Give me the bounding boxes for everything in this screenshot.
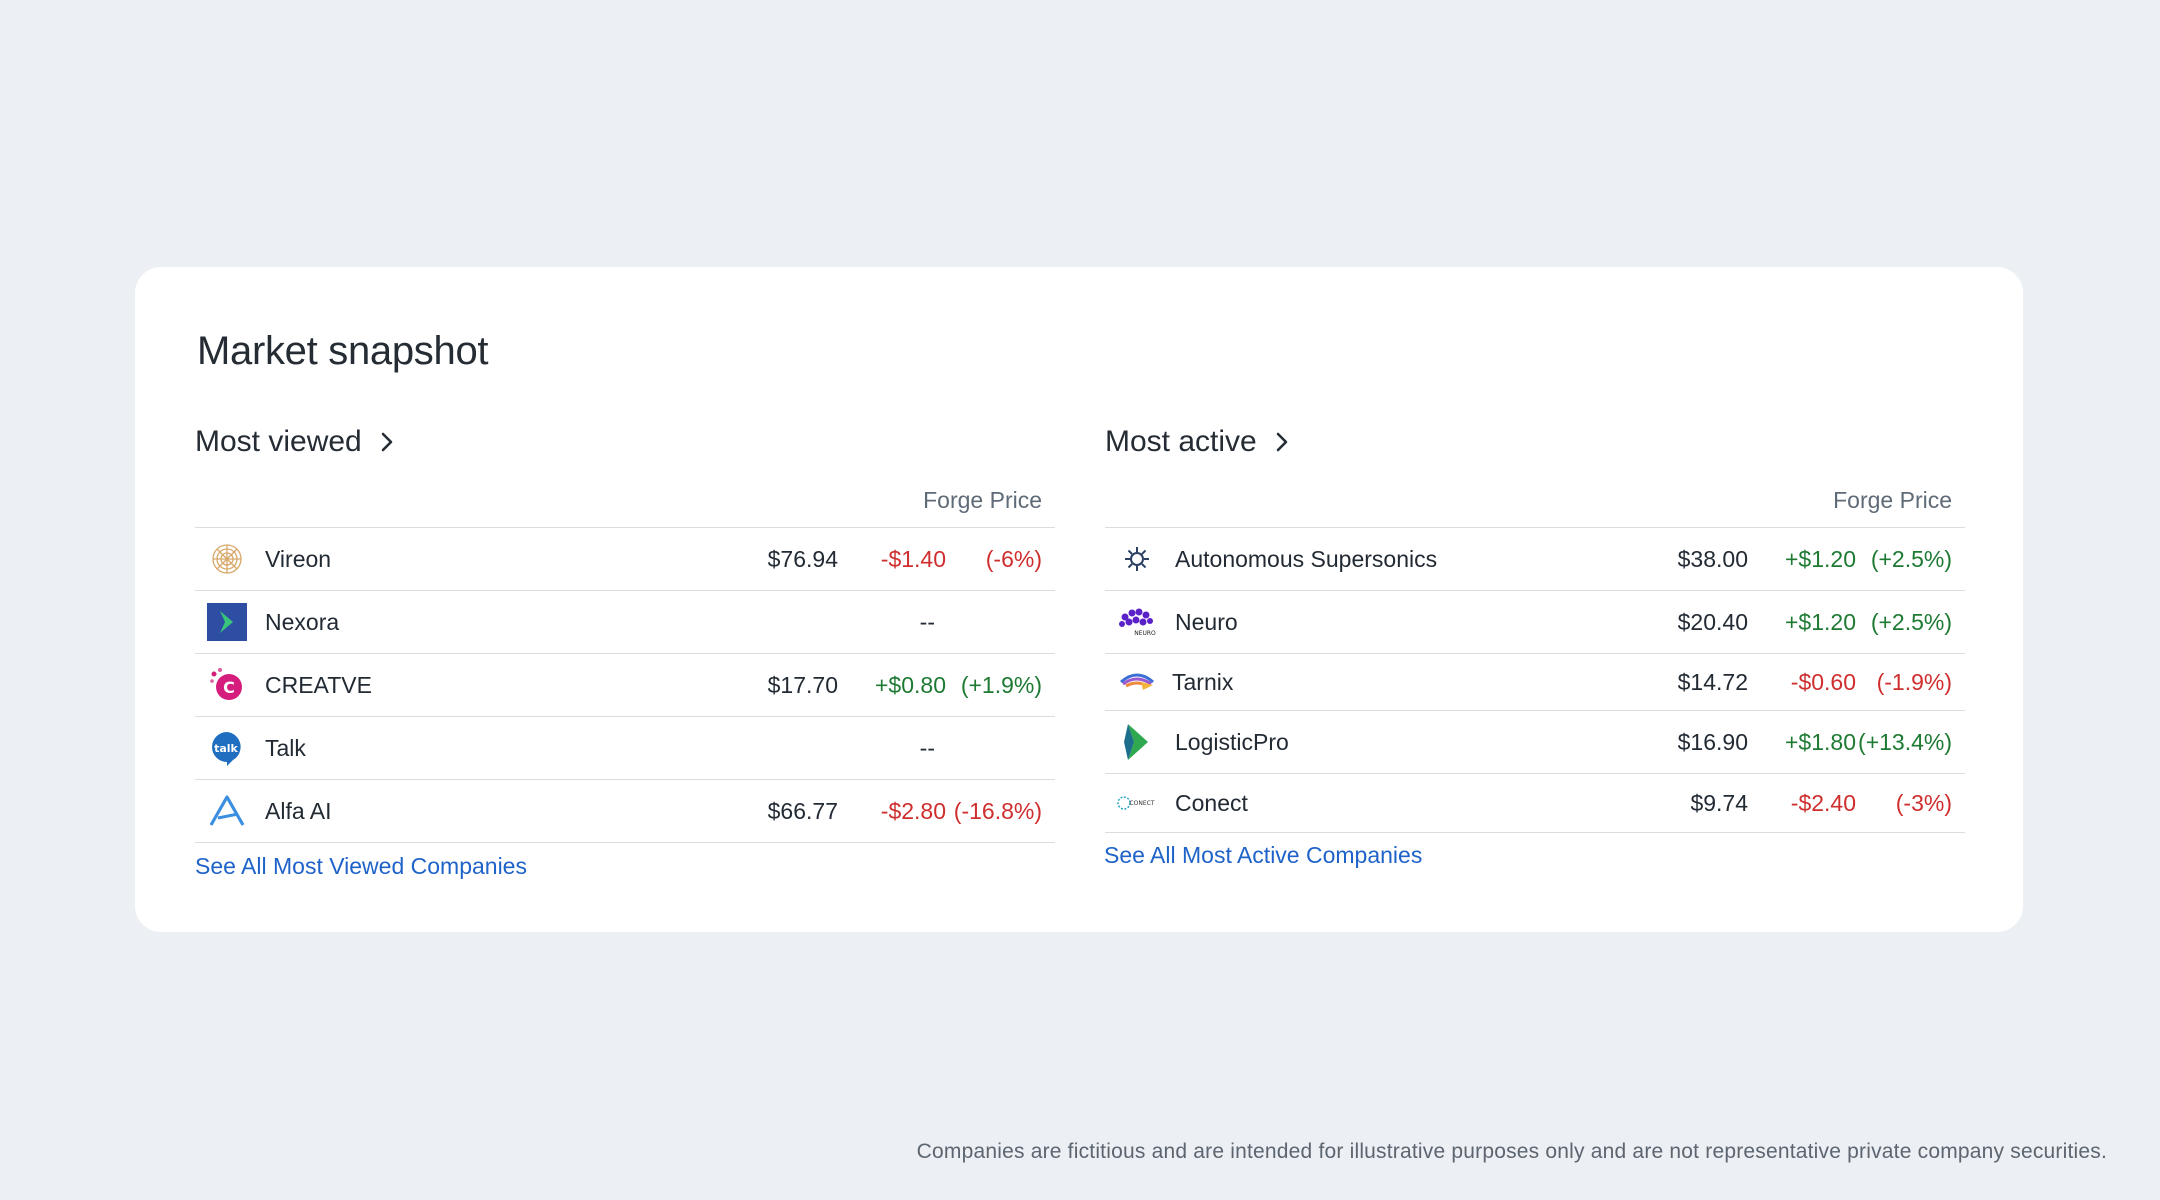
disclaimer-footnote: Companies are fictitious and are intende…: [916, 1140, 2107, 1163]
price-change-percent: (+13.4%): [1858, 728, 1952, 755]
price-change: -$2.80: [880, 797, 946, 824]
price: $76.94: [767, 545, 838, 572]
most-active-heading: Most active: [1105, 425, 1257, 458]
svg-text:NEURO: NEURO: [1134, 630, 1156, 637]
table-row[interactable]: NEURO Neuro $20.40 +$1.20 (+2.5%): [1105, 591, 1965, 654]
company-name: Talk: [265, 734, 306, 761]
chevron-right-icon: [1275, 431, 1289, 453]
company-name: Conect: [1175, 789, 1248, 816]
price: $20.40: [1677, 608, 1748, 635]
table-row[interactable]: Alfa AI $66.77 -$2.80 (-16.8%): [195, 780, 1055, 843]
conect-logo-icon: CONECT: [1117, 783, 1157, 823]
table-row[interactable]: Vireon $76.94 -$1.40 (-6%): [195, 528, 1055, 591]
tarnix-logo-icon: [1117, 662, 1157, 702]
autonomous-supersonics-logo-icon: [1117, 539, 1157, 579]
company-name: Vireon: [265, 545, 332, 572]
see-all-most-viewed-link[interactable]: See All Most Viewed Companies: [195, 853, 527, 879]
alfa-ai-logo-icon: [207, 791, 247, 831]
most-active-panel: Most active Forge Price Autonomous Super…: [1104, 417, 1965, 868]
price: $66.77: [767, 797, 838, 824]
see-all-most-active-link[interactable]: See All Most Active Companies: [1104, 842, 1423, 868]
svg-text:C: C: [223, 678, 235, 697]
company-name: Alfa AI: [265, 797, 332, 824]
price-change-percent: (-16.8%): [953, 797, 1042, 824]
column-header: Forge Price: [195, 467, 1055, 528]
most-viewed-panel: Most viewed Forge Price Vireon $76.94 -$…: [195, 417, 1055, 879]
price-change-percent: (-6%): [985, 545, 1042, 572]
price-change-percent: (+1.9%): [960, 671, 1042, 698]
company-name: LogisticPro: [1175, 728, 1289, 755]
price-change-percent: (+2.5%): [1870, 545, 1952, 572]
chevron-right-icon: [380, 431, 394, 453]
market-snapshot-card: Market snapshot Most viewed Forge Price …: [135, 267, 2023, 932]
price-change: +$0.80: [875, 671, 946, 698]
price-change-percent: (-3%): [1895, 789, 1952, 816]
table-row[interactable]: LogisticPro $16.90 +$1.80 (+13.4%): [1105, 711, 1965, 774]
vireon-logo-icon: [207, 539, 247, 579]
table-row[interactable]: CONECT Conect $9.74 -$2.40 (-3%): [1105, 774, 1965, 833]
column-header: Forge Price: [1105, 467, 1965, 528]
company-name: Autonomous Supersonics: [1175, 545, 1438, 572]
table-row[interactable]: talk Talk --: [195, 717, 1055, 780]
talk-logo-icon: talk: [207, 728, 247, 768]
most-viewed-header[interactable]: Most viewed: [195, 417, 1055, 467]
price: $16.90: [1677, 728, 1748, 755]
price-unavailable: --: [919, 608, 935, 635]
price-change: -$1.40: [880, 545, 946, 572]
price-unavailable: --: [919, 734, 935, 761]
company-name: Tarnix: [1172, 668, 1234, 695]
table-row[interactable]: Tarnix $14.72 -$0.60 (-1.9%): [1105, 654, 1965, 711]
company-name: Nexora: [265, 608, 340, 635]
price-change: +$1.20: [1785, 545, 1856, 572]
forge-price-header: Forge Price: [923, 487, 1042, 513]
price-change-percent: (-1.9%): [1876, 668, 1952, 695]
company-name: CREATVE: [265, 671, 372, 698]
price: $14.72: [1677, 668, 1748, 695]
table-row[interactable]: Autonomous Supersonics $38.00 +$1.20 (+2…: [1105, 528, 1965, 591]
nexora-logo-icon: [207, 602, 247, 642]
company-name: Neuro: [1175, 608, 1238, 635]
most-active-header[interactable]: Most active: [1105, 417, 1965, 467]
neuro-logo-icon: NEURO: [1117, 602, 1157, 642]
creatve-logo-icon: C: [207, 665, 247, 705]
price: $38.00: [1677, 545, 1748, 572]
forge-price-header: Forge Price: [1833, 487, 1952, 513]
svg-text:CONECT: CONECT: [1129, 800, 1154, 807]
price: $9.74: [1690, 789, 1748, 816]
price-change: -$0.60: [1790, 668, 1856, 695]
table-row[interactable]: C CREATVE $17.70 +$0.80 (+1.9%): [195, 654, 1055, 717]
price-change: -$2.40: [1790, 789, 1856, 816]
table-row[interactable]: Nexora --: [195, 591, 1055, 654]
price-change: +$1.20: [1785, 608, 1856, 635]
most-viewed-heading: Most viewed: [195, 425, 362, 458]
card-title: Market snapshot: [197, 329, 489, 373]
logisticpro-logo-icon: [1117, 722, 1157, 762]
svg-text:talk: talk: [214, 742, 238, 755]
price-change-percent: (+2.5%): [1870, 608, 1952, 635]
price-change: +$1.80: [1785, 728, 1856, 755]
price: $17.70: [767, 671, 838, 698]
